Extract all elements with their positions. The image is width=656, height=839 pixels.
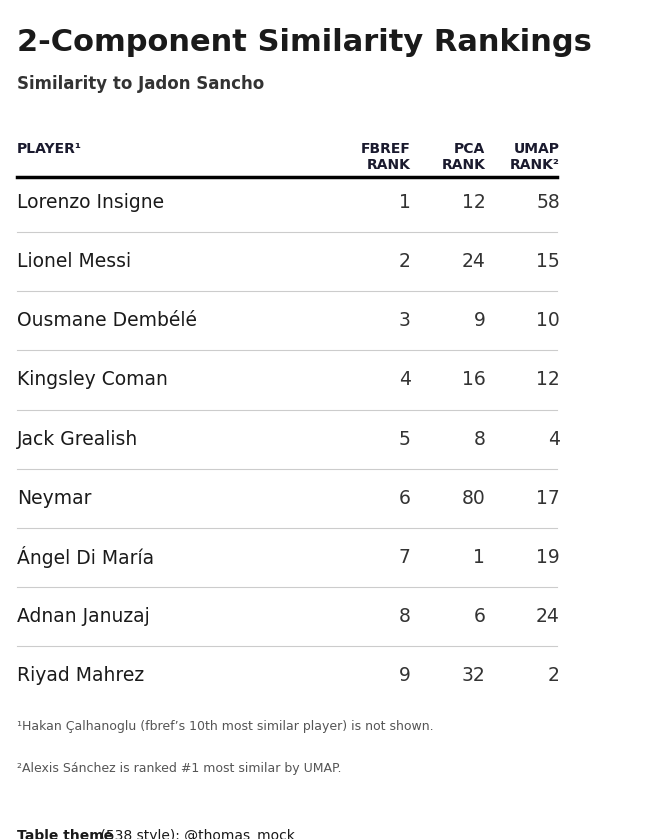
Text: PCA
RANK: PCA RANK	[441, 142, 485, 172]
Text: 6: 6	[474, 607, 485, 626]
Text: 3: 3	[399, 311, 411, 331]
Text: 9: 9	[474, 311, 485, 331]
Text: UMAP
RANK²: UMAP RANK²	[510, 142, 560, 172]
Text: Table theme: Table theme	[17, 829, 113, 839]
Text: 8: 8	[474, 430, 485, 449]
Text: 80: 80	[462, 489, 485, 508]
Text: FBREF
RANK: FBREF RANK	[361, 142, 411, 172]
Text: 12: 12	[462, 193, 485, 212]
Text: 5: 5	[399, 430, 411, 449]
Text: Adnan Januzaj: Adnan Januzaj	[17, 607, 150, 626]
Text: Jack Grealish: Jack Grealish	[17, 430, 138, 449]
Text: 2: 2	[548, 666, 560, 685]
Text: 10: 10	[536, 311, 560, 331]
Text: Lorenzo Insigne: Lorenzo Insigne	[17, 193, 165, 212]
Text: 9: 9	[399, 666, 411, 685]
Text: Ousmane Dembélé: Ousmane Dembélé	[17, 311, 197, 331]
Text: 8: 8	[399, 607, 411, 626]
Text: PLAYER¹: PLAYER¹	[17, 142, 82, 156]
Text: (538 style): @thomas_mock: (538 style): @thomas_mock	[96, 829, 295, 839]
Text: Kingsley Coman: Kingsley Coman	[17, 371, 168, 389]
Text: Riyad Mahrez: Riyad Mahrez	[17, 666, 144, 685]
Text: 1: 1	[399, 193, 411, 212]
Text: 2: 2	[399, 253, 411, 271]
Text: 7: 7	[399, 548, 411, 567]
Text: Similarity to Jadon Sancho: Similarity to Jadon Sancho	[17, 75, 264, 92]
Text: Lionel Messi: Lionel Messi	[17, 253, 131, 271]
Text: 32: 32	[462, 666, 485, 685]
Text: Neymar: Neymar	[17, 489, 92, 508]
Text: 15: 15	[536, 253, 560, 271]
Text: 24: 24	[461, 253, 485, 271]
Text: 2-Component Similarity Rankings: 2-Component Similarity Rankings	[17, 29, 592, 57]
Text: 24: 24	[536, 607, 560, 626]
Text: 1: 1	[474, 548, 485, 567]
Text: 6: 6	[399, 489, 411, 508]
Text: 17: 17	[536, 489, 560, 508]
Text: 4: 4	[399, 371, 411, 389]
Text: ²Alexis Sánchez is ranked #1 most similar by UMAP.: ²Alexis Sánchez is ranked #1 most simila…	[17, 762, 342, 775]
Text: 16: 16	[462, 371, 485, 389]
Text: 12: 12	[536, 371, 560, 389]
Text: 58: 58	[536, 193, 560, 212]
Text: 4: 4	[548, 430, 560, 449]
Text: ¹Hakan Çalhanoglu (fbref’s 10th most similar player) is not shown.: ¹Hakan Çalhanoglu (fbref’s 10th most sim…	[17, 720, 434, 733]
Text: Ángel Di María: Ángel Di María	[17, 546, 154, 568]
Text: 19: 19	[536, 548, 560, 567]
